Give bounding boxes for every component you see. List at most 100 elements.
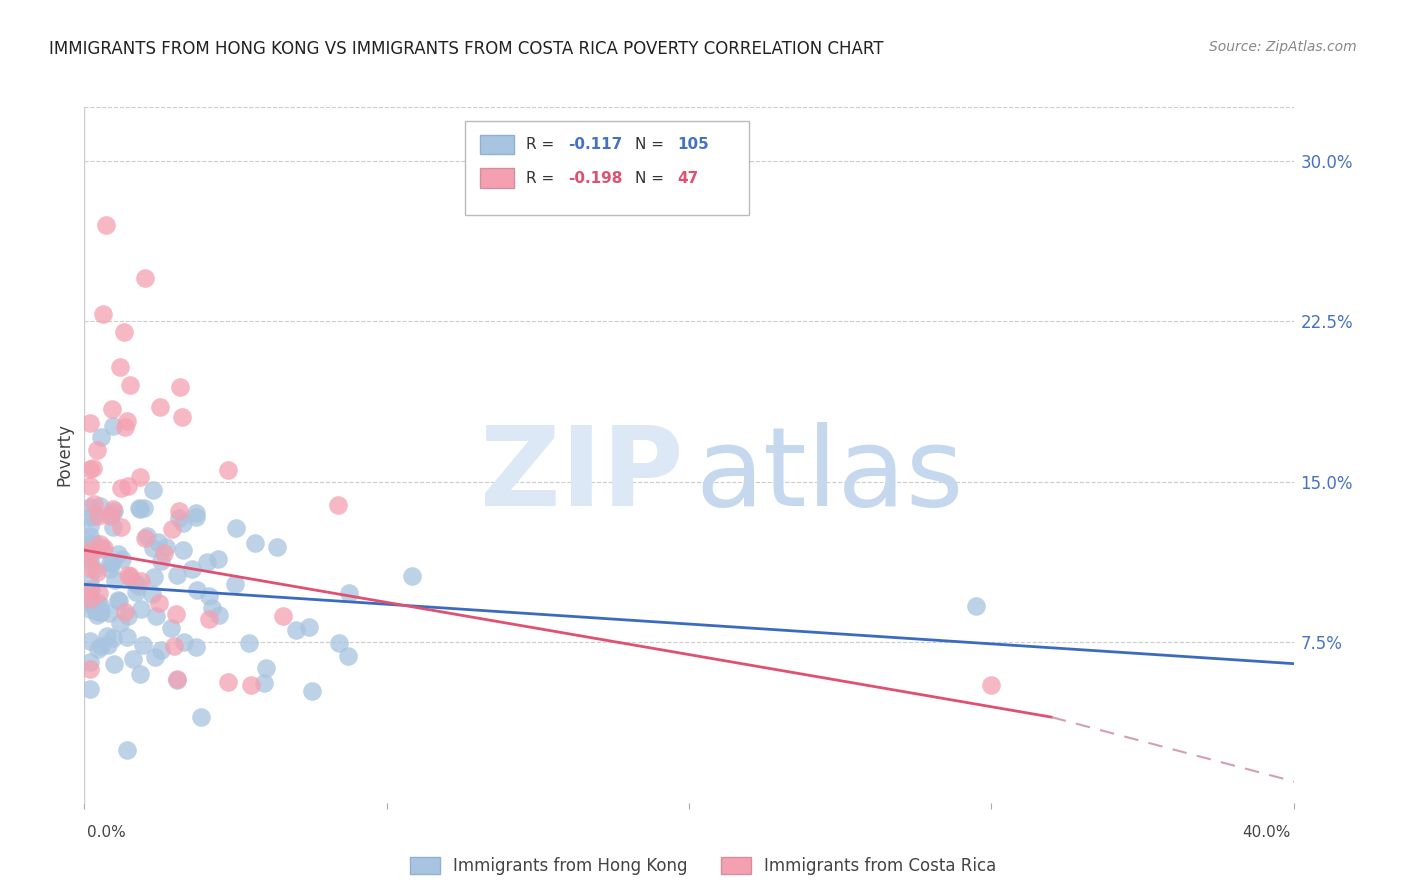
Point: [217, 675, 239, 690]
Point: [79, 552, 101, 566]
Point: [79, 591, 101, 606]
Text: Source: ZipAtlas.com: Source: ZipAtlas.com: [1209, 40, 1357, 54]
Point: [128, 502, 150, 516]
Point: [79, 662, 101, 676]
Point: [79, 509, 101, 524]
Point: [118, 569, 141, 583]
Point: [110, 481, 132, 495]
Point: [142, 541, 165, 555]
Point: [169, 504, 191, 518]
Point: [225, 521, 247, 535]
Point: [101, 632, 124, 646]
Text: N =: N =: [634, 137, 668, 153]
Point: [82, 597, 104, 611]
FancyBboxPatch shape: [465, 121, 749, 215]
Point: [94, 218, 117, 232]
Point: [163, 639, 186, 653]
Text: -0.198: -0.198: [568, 170, 623, 186]
Point: [207, 552, 229, 566]
Y-axis label: Poverty: Poverty: [55, 424, 73, 486]
Point: [100, 402, 122, 417]
Point: [80, 582, 103, 596]
Point: [166, 568, 188, 582]
Point: [86, 566, 108, 580]
Point: [79, 542, 101, 557]
Point: [79, 416, 101, 430]
Point: [89, 605, 111, 619]
Point: [153, 545, 176, 559]
Point: [328, 635, 350, 649]
Point: [79, 584, 101, 599]
Point: [980, 678, 1002, 692]
Point: [134, 271, 156, 285]
Point: [186, 583, 208, 598]
Point: [148, 595, 170, 609]
Point: [120, 571, 142, 585]
Point: [83, 562, 105, 576]
Point: [87, 586, 110, 600]
Point: [83, 497, 105, 511]
FancyBboxPatch shape: [479, 135, 513, 154]
Point: [79, 655, 101, 669]
Point: [84, 599, 107, 614]
Point: [146, 535, 169, 549]
Point: [195, 555, 218, 569]
Point: [79, 601, 101, 615]
Point: [401, 568, 423, 582]
Point: [79, 519, 101, 533]
Point: [190, 709, 212, 723]
Text: IMMIGRANTS FROM HONG KONG VS IMMIGRANTS FROM COSTA RICA POVERTY CORRELATION CHAR: IMMIGRANTS FROM HONG KONG VS IMMIGRANTS …: [49, 40, 884, 58]
Point: [238, 636, 260, 650]
Point: [117, 568, 139, 582]
Point: [224, 576, 246, 591]
Point: [110, 520, 132, 534]
Point: [172, 543, 194, 558]
Point: [110, 551, 132, 566]
Text: N =: N =: [634, 170, 668, 186]
Point: [86, 607, 108, 622]
Point: [84, 604, 107, 618]
Point: [337, 649, 360, 664]
Point: [103, 657, 125, 671]
Point: [114, 605, 136, 619]
Point: [201, 601, 224, 615]
Point: [117, 609, 139, 624]
Point: [79, 462, 101, 476]
Point: [98, 607, 121, 621]
Point: [198, 589, 221, 603]
Point: [112, 325, 135, 339]
Point: [103, 501, 125, 516]
Point: [83, 536, 105, 550]
Text: ZIP: ZIP: [479, 422, 683, 529]
Point: [172, 516, 194, 530]
Point: [128, 500, 150, 515]
Point: [87, 642, 110, 657]
Legend: Immigrants from Hong Kong, Immigrants from Costa Rica: Immigrants from Hong Kong, Immigrants fr…: [409, 856, 997, 875]
Point: [97, 638, 120, 652]
Point: [108, 615, 131, 630]
Point: [337, 586, 360, 600]
Point: [155, 540, 177, 554]
Point: [167, 511, 190, 525]
Point: [83, 509, 105, 524]
Point: [89, 598, 111, 612]
Point: [129, 667, 152, 681]
Point: [129, 602, 152, 616]
Point: [82, 461, 104, 475]
Point: [79, 560, 101, 574]
Point: [87, 508, 110, 523]
Point: [96, 630, 118, 644]
Point: [79, 500, 101, 514]
Point: [91, 307, 114, 321]
Point: [160, 621, 183, 635]
Point: [90, 605, 112, 619]
Point: [127, 579, 149, 593]
Point: [79, 536, 101, 550]
Point: [101, 520, 124, 534]
Point: [82, 598, 104, 612]
Point: [101, 419, 124, 434]
Point: [253, 676, 276, 690]
Point: [239, 678, 262, 692]
Point: [173, 634, 195, 648]
Text: -0.117: -0.117: [568, 137, 623, 153]
